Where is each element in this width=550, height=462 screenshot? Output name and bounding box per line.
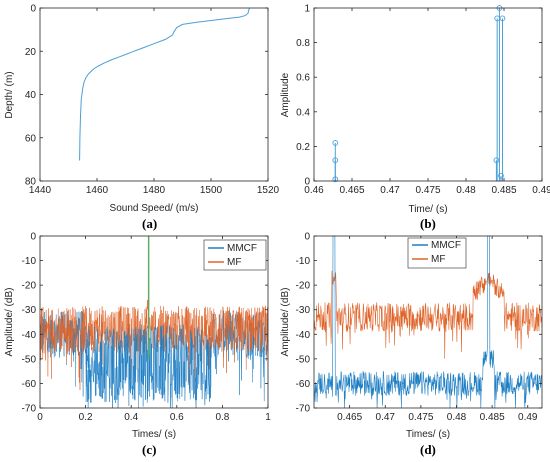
panel-c-ytick-label: -40 bbox=[22, 330, 37, 341]
panel-a-ytick-label: 40 bbox=[25, 90, 37, 101]
panel-d-ytick-label: -40 bbox=[296, 330, 311, 341]
panel-b-stem-marker bbox=[493, 157, 500, 164]
panel-c-ytick-label: -50 bbox=[22, 354, 37, 365]
panel-a-ytick-label: 0 bbox=[30, 4, 36, 15]
panel-c-mmcf-line-right bbox=[206, 310, 269, 402]
panel-c-xtick-label: 0.4 bbox=[124, 412, 138, 423]
panel-c-ylabel: Amplitude/ (dB) bbox=[4, 288, 15, 357]
panel-b-xtick-label: 0.49 bbox=[532, 185, 550, 196]
panel-b-stem-marker bbox=[499, 15, 506, 22]
panel-b-ytick-label: 0.4 bbox=[296, 107, 310, 118]
panel-c-legend-mmcf: MMCF bbox=[227, 243, 257, 254]
panel-d-xtick-label: 0.465 bbox=[337, 412, 362, 423]
panel-c-ytick-label: -60 bbox=[22, 379, 37, 390]
panel-a: 1440 1460 1480 1500 1520 0 20 40 60 80 Sound Spee… bbox=[4, 4, 280, 232]
panel-d-ticks: 0.465 0.47 0.475 0.48 0.485 0.49 0 -10 -20 -30 -40… bbox=[296, 232, 542, 423]
panel-b-xtick-label: 0.475 bbox=[415, 185, 440, 196]
panel-d: 0.465 0.47 0.475 0.48 0.485 0.49 0 -10 -20 -30 -40… bbox=[280, 232, 543, 457]
panel-b: 0.46 0.465 0.47 0.475 0.48 0.485 0.49 0 0.2 0.4 0.… bbox=[280, 4, 550, 232]
panel-a-xtick-label: 1520 bbox=[257, 185, 280, 196]
panel-d-mf-line bbox=[313, 270, 543, 359]
panel-b-xtick-label: 0.485 bbox=[491, 185, 516, 196]
panel-b-xtick-label: 0.48 bbox=[456, 185, 476, 196]
panel-b-xlabel: Time/ (s) bbox=[408, 204, 447, 215]
panel-d-ytick-label: -30 bbox=[296, 305, 311, 316]
panel-b-ytick-label: 0.8 bbox=[296, 38, 310, 49]
panel-b-stem-marker bbox=[332, 157, 339, 164]
panel-c-ytick-label: -10 bbox=[22, 256, 37, 267]
panel-d-xtick-label: 0.49 bbox=[518, 412, 538, 423]
panel-b-xtick-label: 0.47 bbox=[380, 185, 400, 196]
panel-c-xtick-label: 0 bbox=[37, 412, 43, 423]
panel-c-series bbox=[39, 236, 269, 409]
panel-d-series bbox=[313, 235, 543, 409]
panel-d-axes-box bbox=[313, 235, 543, 409]
panel-a-ytick-label: 80 bbox=[25, 177, 37, 188]
panel-a-plot-area bbox=[40, 8, 268, 181]
panel-c-caption: (c) bbox=[142, 442, 156, 457]
panel-d-xtick-label: 0.47 bbox=[376, 412, 396, 423]
panel-a-series bbox=[79, 7, 250, 161]
panel-c-ytick-label: -70 bbox=[22, 404, 37, 415]
panel-c: 0 0.2 0.4 0.6 0.8 1 0 -10 -20 -30 -40 -50 -60 -70 MMC… bbox=[4, 232, 271, 458]
panel-b-xtick-label: 0.465 bbox=[339, 185, 364, 196]
panel-a-ytick-label: 20 bbox=[25, 47, 37, 58]
panel-b-xtick-label: 0.46 bbox=[304, 185, 324, 196]
panel-b-stem-marker bbox=[332, 140, 339, 146]
panel-d-xlabel: Times/ (s) bbox=[406, 429, 450, 440]
panel-a-profile-line bbox=[79, 7, 250, 161]
panel-a-xtick-label: 1500 bbox=[200, 185, 223, 196]
panel-d-legend-mf: MF bbox=[431, 254, 445, 265]
panel-a-xlabel: Sound Speed/ (m/s) bbox=[110, 203, 199, 214]
panel-c-legend: MMCF MF bbox=[203, 239, 267, 271]
panel-c-xtick-label: 0.6 bbox=[170, 412, 184, 423]
panel-d-caption: (d) bbox=[420, 442, 436, 457]
panel-c-ytick-label: -20 bbox=[22, 281, 37, 292]
panel-b-ticks: 0.46 0.465 0.47 0.475 0.48 0.485 0.49 0 0.2 0.4 0.… bbox=[296, 4, 550, 197]
panel-b-plot-area bbox=[314, 8, 542, 181]
panel-b-caption: (b) bbox=[420, 216, 436, 231]
panel-d-xtick-label: 0.48 bbox=[447, 412, 467, 423]
panel-c-ticks: 0 0.2 0.4 0.6 0.8 1 0 -10 -20 -30 -40 -50 -60 -70 bbox=[22, 232, 272, 424]
panel-d-ytick-label: -60 bbox=[296, 379, 311, 390]
panel-d-xtick-label: 0.485 bbox=[480, 412, 505, 423]
panel-a-caption: (a) bbox=[142, 216, 157, 231]
panel-a-xtick-label: 1440 bbox=[29, 185, 52, 196]
panel-d-ytick-label: -20 bbox=[296, 281, 311, 292]
panel-d-ytick-label: -70 bbox=[296, 404, 311, 415]
panel-a-ticks: 1440 1460 1480 1500 1520 0 20 40 60 80 bbox=[25, 4, 280, 197]
panel-d-mmcf-line bbox=[313, 235, 543, 409]
panel-d-legend-mmcf: MMCF bbox=[431, 240, 461, 251]
panel-c-axes-box bbox=[39, 235, 269, 409]
panel-b-stem-marker bbox=[498, 172, 504, 179]
panel-d-legend: MMCF MF bbox=[407, 237, 467, 269]
panel-c-xlabel: Times/ (s) bbox=[132, 429, 176, 440]
panel-b-ylabel: Amplitude bbox=[280, 72, 291, 117]
panel-d-ytick-label: 0 bbox=[304, 232, 310, 243]
panel-b-ytick-label: 0.6 bbox=[296, 73, 310, 84]
panel-a-ylabel: Depth/ (m) bbox=[4, 71, 15, 118]
panel-c-ytick-label: -30 bbox=[22, 305, 37, 316]
panel-b-ytick-label: 0.2 bbox=[296, 142, 310, 153]
panel-a-xtick-label: 1480 bbox=[143, 185, 166, 196]
panel-a-xtick-label: 1460 bbox=[86, 185, 109, 196]
panel-b-stem-marker bbox=[332, 176, 339, 183]
panel-c-ytick-label: 0 bbox=[30, 232, 36, 243]
panel-b-ytick-label: 1 bbox=[304, 4, 310, 15]
panel-d-xtick-label: 0.475 bbox=[408, 412, 433, 423]
panel-c-xtick-label: 1 bbox=[265, 412, 271, 423]
panel-d-ylabel: Amplitude/ (dB) bbox=[280, 288, 291, 357]
panel-a-ytick-label: 60 bbox=[25, 133, 37, 144]
panel-b-ytick-label: 0 bbox=[304, 177, 310, 188]
panel-c-xtick-label: 0.2 bbox=[79, 412, 93, 423]
panel-c-xtick-label: 0.8 bbox=[215, 412, 229, 423]
panel-c-mf-line bbox=[39, 305, 269, 391]
panel-d-ytick-label: -10 bbox=[296, 256, 311, 267]
panel-d-ytick-label: -50 bbox=[296, 354, 311, 365]
panel-c-legend-mf: MF bbox=[227, 257, 241, 268]
